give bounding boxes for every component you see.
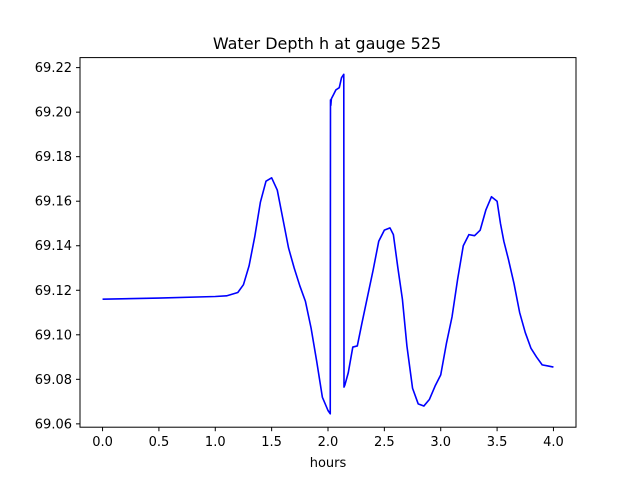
chart-title: Water Depth h at gauge 525 xyxy=(213,34,441,53)
y-axis: 69.06 69.08 69.10 69.12 69.14 69.16 69.18 69.20… xyxy=(35,61,80,432)
x-axis: 0.0 0.5 1.0 1.5 2.0 2.5 3.0 3.5 4.0 xyxy=(92,427,564,450)
series-group xyxy=(102,73,554,415)
x-tick-label: 3.5 xyxy=(487,435,508,450)
x-tick-label: 2.0 xyxy=(318,435,339,450)
x-tick-label: 1.0 xyxy=(205,435,226,450)
x-tick-label: 3.0 xyxy=(430,435,451,450)
x-tick-label: 2.5 xyxy=(374,435,395,450)
y-tick-label: 69.16 xyxy=(35,195,72,210)
x-axis-label: hours xyxy=(310,456,347,471)
y-tick-label: 69.14 xyxy=(35,239,72,254)
y-tick-label: 69.22 xyxy=(35,61,72,76)
plot-frame xyxy=(79,57,577,428)
y-tick-label: 69.18 xyxy=(35,150,72,165)
y-tick-label: 69.12 xyxy=(35,284,72,299)
x-tick-label: 0.5 xyxy=(149,435,170,450)
x-tick-label: 1.5 xyxy=(261,435,282,450)
y-tick-label: 69.20 xyxy=(35,106,72,121)
y-tick-label: 69.10 xyxy=(35,328,72,343)
y-tick-label: 69.06 xyxy=(35,417,72,432)
x-tick-label: 4.0 xyxy=(543,435,564,450)
series-line-0 xyxy=(102,73,554,415)
x-tick-label: 0.0 xyxy=(92,435,113,450)
y-tick-label: 69.08 xyxy=(35,373,72,388)
